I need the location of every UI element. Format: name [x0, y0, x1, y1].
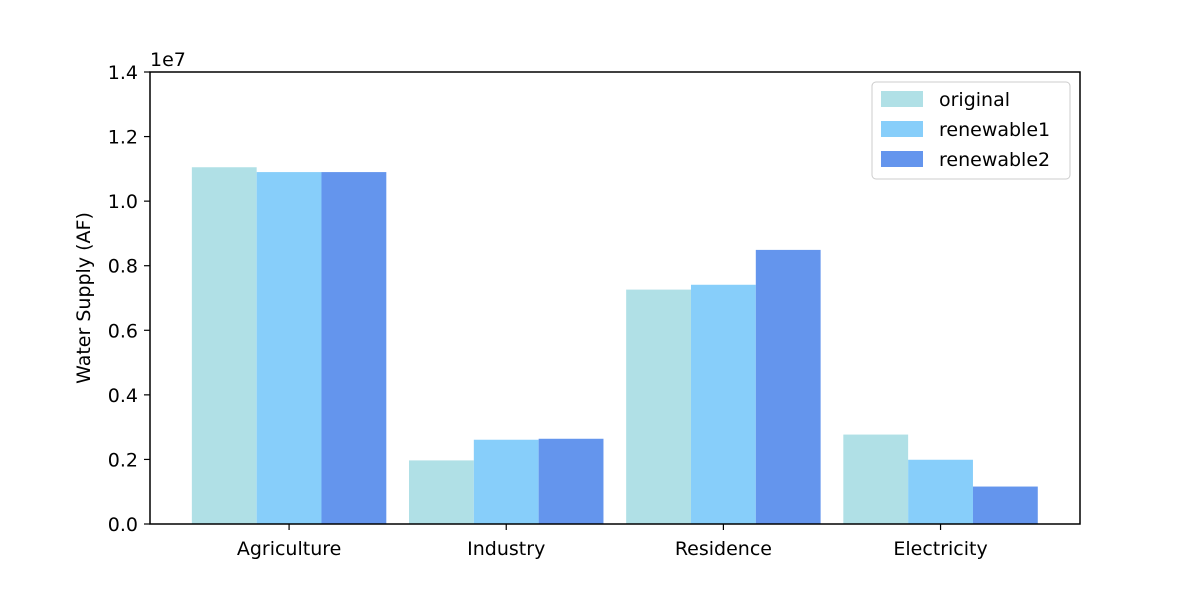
bar-renewable1-residence	[690, 284, 756, 524]
bar-renewable2-industry	[538, 438, 604, 524]
bar-renewable2-electricity	[972, 486, 1038, 524]
bar-original-agriculture	[191, 167, 257, 524]
y-tick-label: 1.2	[108, 127, 138, 149]
x-tick-label-electricity: Electricity	[893, 538, 987, 560]
y-tick-label: 0.8	[108, 256, 138, 278]
x-tick-label-agriculture: Agriculture	[237, 538, 342, 560]
legend: original renewable1 renewable2	[871, 81, 1071, 180]
bar-original-electricity	[843, 434, 909, 524]
bar-renewable1-industry	[473, 439, 539, 524]
bar-renewable2-agriculture	[321, 172, 387, 525]
legend-label-renewable1: renewable1	[939, 119, 1050, 141]
y-tick-label: 0.2	[108, 449, 138, 471]
bar-original-industry	[409, 460, 474, 524]
bar-renewable1-electricity	[908, 459, 973, 524]
x-axis-ticks: Agriculture Industry Residence Electricity	[237, 524, 988, 560]
bar-renewable1-agriculture	[256, 172, 322, 525]
y-axis-label: Water Supply (AF)	[73, 212, 95, 384]
y-tick-label: 1.4	[108, 62, 138, 84]
y-tick-label: 0.4	[108, 385, 138, 407]
plot-frame	[149, 71, 1081, 525]
legend-swatch-original	[881, 91, 923, 107]
x-tick-label-industry: Industry	[467, 538, 545, 560]
y-axis-ticks: 0.0 0.2 0.4 0.6 0.8 1.0 1.2 1.4	[108, 62, 150, 536]
bar-original-residence	[626, 289, 691, 524]
y-offset-label: 1e7	[150, 49, 186, 71]
legend-swatch-renewable1	[881, 121, 923, 137]
y-tick-label: 0.0	[108, 514, 138, 536]
legend-label-renewable2: renewable2	[939, 149, 1050, 171]
bars-group	[191, 167, 1038, 525]
y-tick-label: 0.6	[108, 320, 138, 342]
y-tick-label: 1.0	[108, 191, 138, 213]
bar-renewable2-residence	[755, 249, 821, 524]
legend-label-original: original	[939, 89, 1010, 111]
x-tick-label-residence: Residence	[675, 538, 772, 560]
legend-swatch-renewable2	[881, 151, 923, 167]
